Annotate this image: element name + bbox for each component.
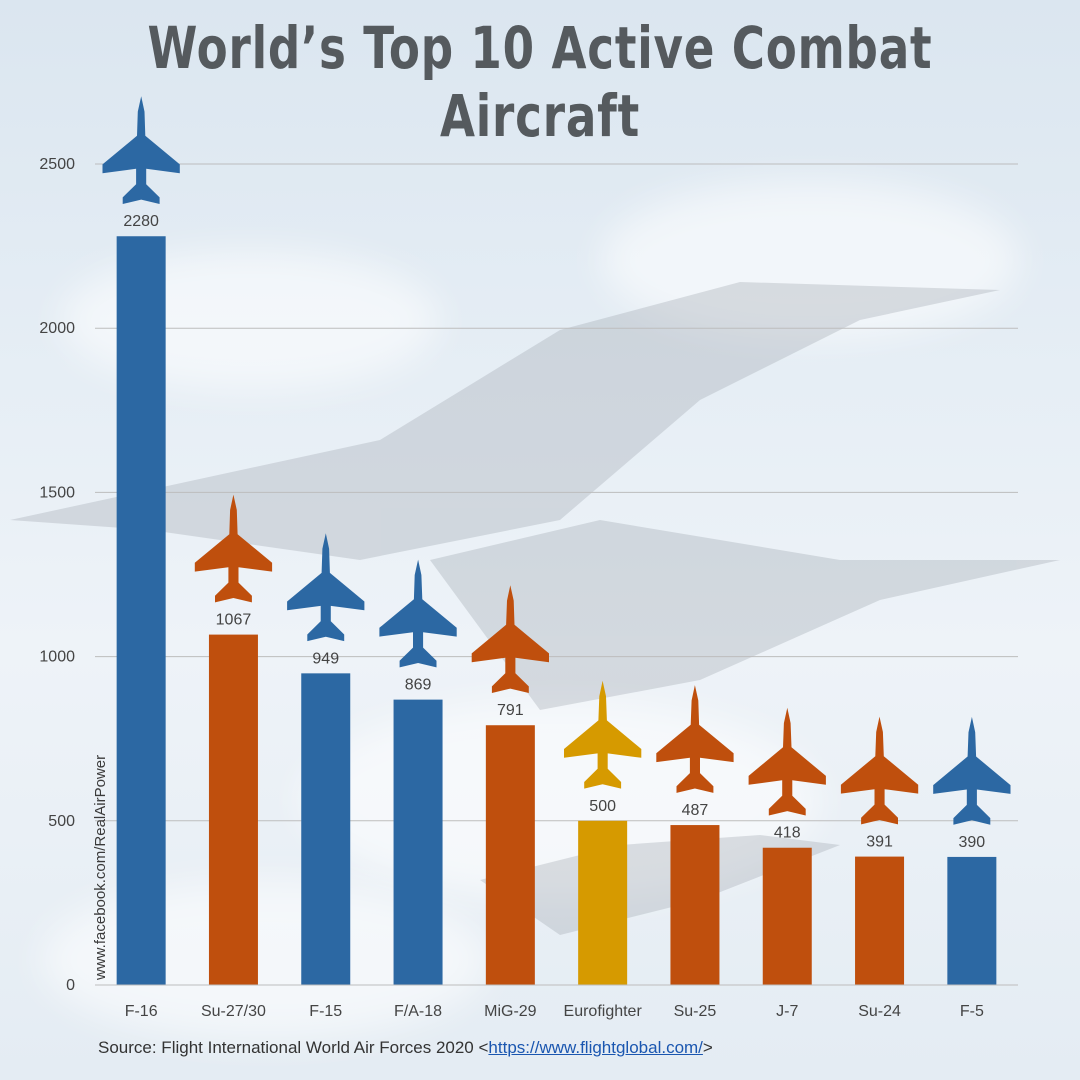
data-label: 390	[958, 834, 985, 851]
x-tick-label: MiG-29	[484, 1003, 537, 1020]
bar	[762, 847, 812, 985]
x-tick-label: J-7	[776, 1003, 798, 1020]
source-prefix: Source: Flight International World Air F…	[98, 1038, 489, 1057]
su27-aircraft-icon	[194, 494, 273, 603]
y-tick-label: 1000	[39, 649, 75, 666]
x-tick-label: F/A-18	[394, 1003, 442, 1020]
y-tick-label: 2500	[39, 156, 75, 173]
bar	[393, 699, 443, 985]
bar	[485, 725, 535, 985]
data-label: 487	[682, 802, 709, 819]
y-tick-label: 500	[48, 813, 75, 830]
mig29-aircraft-icon	[471, 585, 549, 693]
data-label: 869	[405, 677, 432, 694]
x-tick-label: F-5	[960, 1003, 984, 1020]
f15-aircraft-icon	[287, 533, 365, 642]
eurofighter-aircraft-icon	[564, 680, 642, 789]
source-suffix: >	[702, 1038, 713, 1057]
x-tick-label: F-16	[125, 1003, 158, 1020]
fa18-aircraft-icon	[379, 559, 457, 668]
source-note: Source: Flight International World Air F…	[98, 1038, 713, 1058]
x-tick-label: Eurofighter	[564, 1003, 643, 1020]
y-tick-label: 0	[66, 977, 75, 994]
bar	[116, 236, 166, 986]
page-title: World’s Top 10 Active Combat Aircraft	[147, 14, 933, 150]
su24-aircraft-icon	[840, 716, 919, 825]
background-cloud	[600, 180, 1020, 340]
data-label: 2280	[123, 213, 159, 230]
x-tick-label: Su-24	[858, 1003, 901, 1020]
bar	[578, 820, 628, 985]
data-label: 418	[774, 825, 801, 842]
su25-aircraft-icon	[656, 685, 734, 793]
bar	[947, 856, 997, 985]
x-tick-label: Su-27/30	[201, 1003, 266, 1020]
data-label: 949	[312, 650, 339, 667]
y-tick-label: 1500	[39, 484, 75, 501]
x-tick-label: Su-25	[674, 1003, 717, 1020]
data-label: 1067	[216, 612, 252, 629]
f16-aircraft-icon	[102, 96, 180, 204]
y-tick-label: 2000	[39, 320, 75, 337]
background-cloud	[300, 700, 820, 900]
j7-aircraft-icon	[748, 707, 826, 816]
data-label: 391	[866, 834, 893, 851]
x-tick-label: F-15	[309, 1003, 342, 1020]
bar	[670, 825, 720, 985]
data-label: 791	[497, 702, 524, 719]
bar	[855, 856, 905, 985]
data-label: 500	[589, 798, 616, 815]
source-link[interactable]: https://www.flightglobal.com/	[488, 1038, 703, 1057]
credit-watermark: www.facebook.com/RealAirPower	[92, 754, 109, 980]
bar	[301, 673, 351, 985]
f5-aircraft-icon	[933, 716, 1011, 825]
bar	[208, 634, 258, 985]
background-jet-silhouette	[10, 282, 1060, 935]
